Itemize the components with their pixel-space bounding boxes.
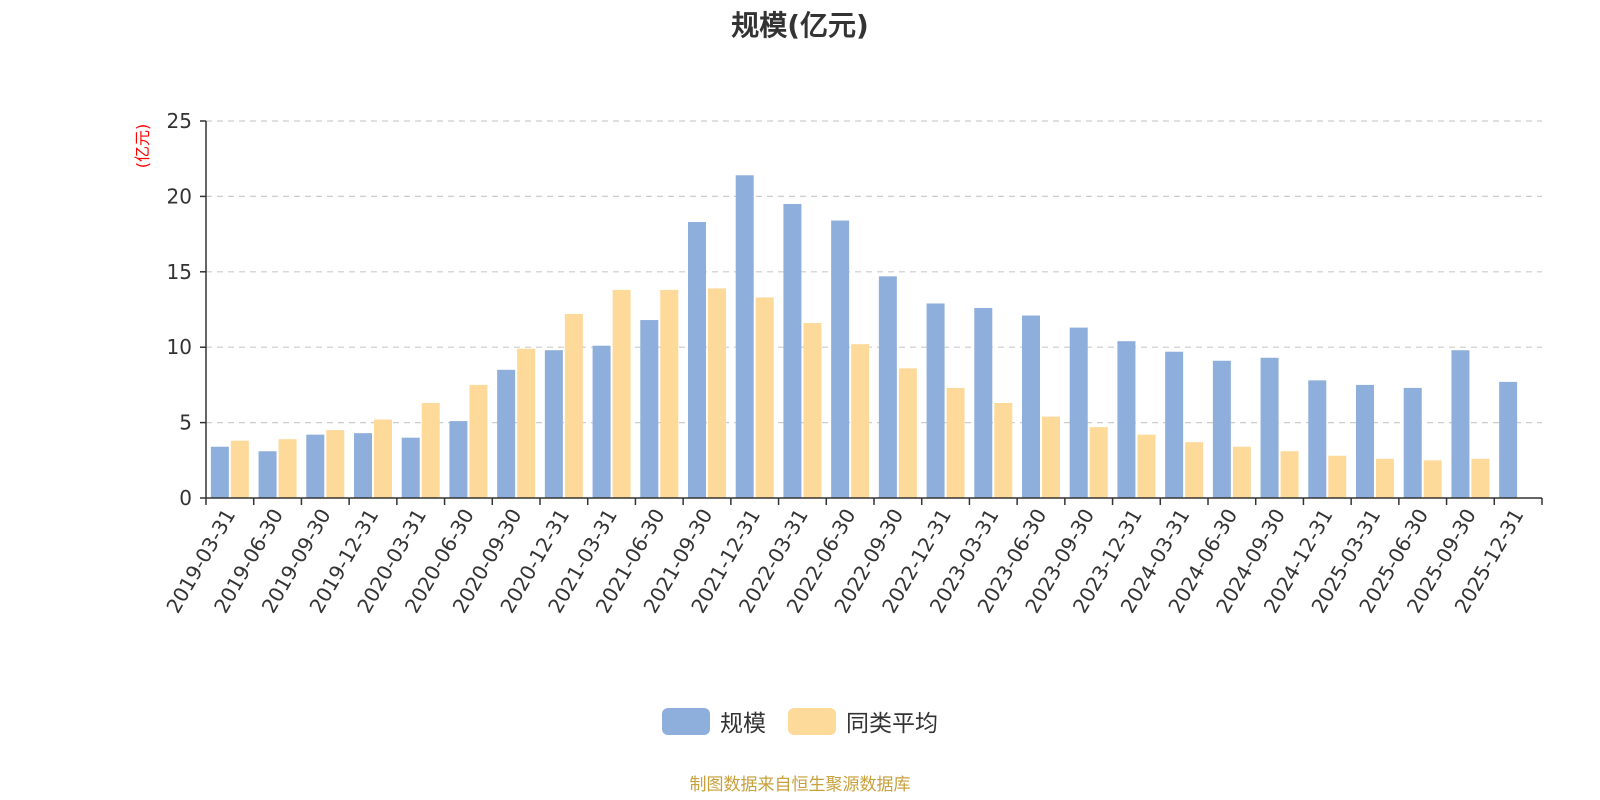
bar-peer-average[interactable] <box>1042 416 1060 498</box>
bar-scale[interactable] <box>401 437 420 498</box>
bar-peer-average[interactable] <box>564 314 583 498</box>
y-axis-title: (亿元) <box>133 124 152 169</box>
legend-swatch-peer-average <box>788 707 836 735</box>
bar-scale[interactable] <box>1356 384 1374 498</box>
bar-scale[interactable] <box>1069 327 1088 498</box>
y-tick-label: 25 <box>167 109 192 133</box>
bar-scale[interactable] <box>449 421 468 498</box>
legend-label-peer-average: 同类平均 <box>846 711 938 737</box>
bar-peer-average[interactable] <box>898 368 917 498</box>
bars <box>210 175 1518 498</box>
bar-peer-average[interactable] <box>278 439 297 498</box>
legend-item-peer-average[interactable]: 同类平均 <box>788 704 938 738</box>
chart-title: 规模(亿元) <box>731 9 869 42</box>
y-tick-label: 20 <box>167 184 192 208</box>
bar-peer-average[interactable] <box>946 387 965 498</box>
legend-swatch-scale <box>662 707 710 735</box>
bar-scale[interactable] <box>1022 315 1040 498</box>
bar-scale[interactable] <box>1403 387 1422 498</box>
bar-peer-average[interactable] <box>1471 458 1490 498</box>
bar-scale[interactable] <box>354 433 372 498</box>
bar-scale[interactable] <box>831 220 850 498</box>
source-note: 制图数据来自恒生聚源数据库 <box>689 775 911 795</box>
bar-peer-average[interactable] <box>1328 455 1347 498</box>
bar-scale[interactable] <box>1308 380 1327 498</box>
bar-chart: 05101520252019-03-312019-06-302019-09-30… <box>133 109 1543 617</box>
y-tick-label: 5 <box>179 411 192 435</box>
bar-peer-average[interactable] <box>1232 446 1251 498</box>
bar-scale[interactable] <box>306 434 325 498</box>
bar-scale[interactable] <box>640 320 659 498</box>
bar-scale[interactable] <box>783 203 802 498</box>
bar-scale[interactable] <box>1260 357 1279 498</box>
bar-peer-average[interactable] <box>517 348 536 498</box>
bar-peer-average[interactable] <box>1137 434 1156 498</box>
legend-item-scale[interactable]: 规模 <box>662 704 766 738</box>
bar-scale[interactable] <box>1165 351 1184 498</box>
legend: 规模 同类平均 <box>0 704 1600 738</box>
bar-peer-average[interactable] <box>374 419 392 498</box>
grid-lines <box>206 120 1542 424</box>
bar-scale[interactable] <box>688 222 706 498</box>
y-tick-label: 10 <box>167 335 192 359</box>
bar-peer-average[interactable] <box>1089 427 1108 498</box>
bar-peer-average[interactable] <box>708 288 726 498</box>
bar-peer-average[interactable] <box>851 344 870 498</box>
bar-scale[interactable] <box>1451 350 1470 498</box>
bar-peer-average[interactable] <box>660 289 679 498</box>
bar-scale[interactable] <box>974 307 993 498</box>
bar-peer-average[interactable] <box>1185 442 1204 498</box>
bar-peer-average[interactable] <box>612 289 631 498</box>
bar-scale[interactable] <box>497 369 516 498</box>
bar-peer-average[interactable] <box>1280 451 1299 498</box>
bar-peer-average[interactable] <box>994 402 1013 498</box>
bar-scale[interactable] <box>878 276 897 498</box>
bar-scale[interactable] <box>544 350 563 498</box>
bar-peer-average[interactable] <box>803 323 822 498</box>
bar-peer-average[interactable] <box>1423 460 1442 498</box>
bar-scale[interactable] <box>735 175 754 498</box>
y-tick-label: 0 <box>179 486 192 510</box>
bar-scale[interactable] <box>926 303 945 498</box>
bar-scale[interactable] <box>1117 341 1136 498</box>
bar-peer-average[interactable] <box>469 384 488 498</box>
bar-scale[interactable] <box>258 451 277 498</box>
bar-peer-average[interactable] <box>1376 458 1394 498</box>
bar-scale[interactable] <box>1212 360 1231 498</box>
bar-peer-average[interactable] <box>755 297 774 498</box>
legend-label-scale: 规模 <box>720 711 766 737</box>
bar-peer-average[interactable] <box>326 430 345 498</box>
bar-peer-average[interactable] <box>421 402 440 498</box>
bar-scale[interactable] <box>210 446 229 498</box>
bar-peer-average[interactable] <box>230 440 249 498</box>
bar-scale[interactable] <box>1499 381 1518 498</box>
y-tick-label: 15 <box>167 260 192 284</box>
bar-scale[interactable] <box>592 345 611 498</box>
